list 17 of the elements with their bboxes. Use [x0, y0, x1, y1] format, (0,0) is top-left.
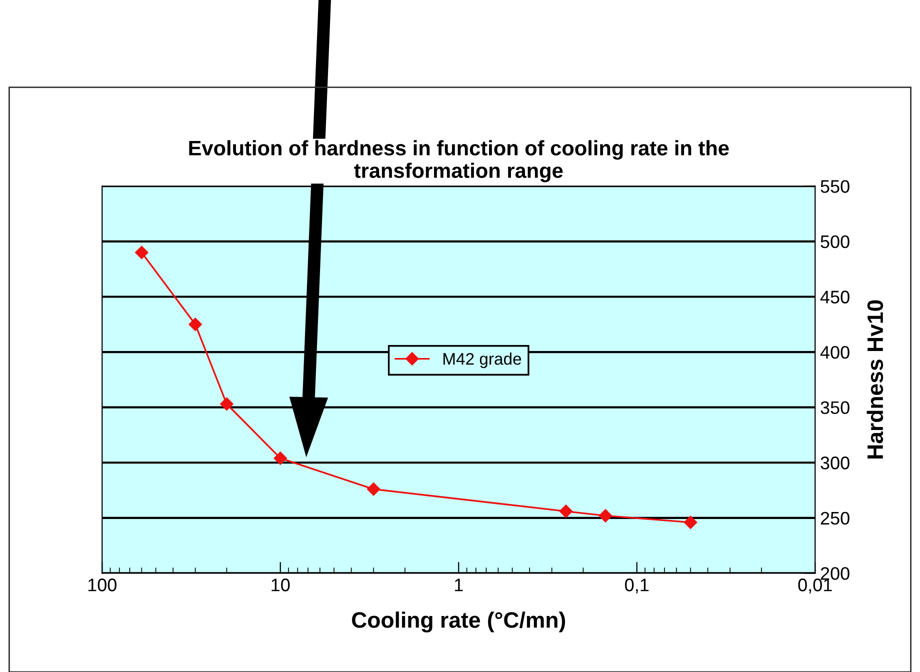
y-tick-label: 250	[820, 512, 850, 525]
chart-title: Evolution of hardness in function of cooling rate in the transformation range	[189, 140, 729, 182]
y-tick-label: 550	[820, 180, 850, 193]
x-tick-label: 100	[88, 578, 116, 592]
y-tick-label: 200	[820, 567, 850, 580]
legend-label: M42 grade	[443, 352, 522, 368]
y-axis-title: Hardness Hv10	[866, 300, 884, 458]
x-tick-label: 0,1	[625, 578, 649, 594]
y-tick-label: 500	[820, 235, 850, 248]
y-tick-label: 300	[820, 456, 850, 470]
x-axis-title: Cooling rate (°C/mn)	[352, 612, 566, 632]
y-tick-label: 450	[820, 290, 850, 304]
x-tick-label: 10	[272, 578, 290, 592]
x-tick-label: 1	[454, 578, 463, 592]
x-tick-label: 0,01	[798, 578, 832, 594]
y-tick-label: 350	[820, 401, 850, 414]
y-tick-label: 400	[820, 346, 850, 359]
